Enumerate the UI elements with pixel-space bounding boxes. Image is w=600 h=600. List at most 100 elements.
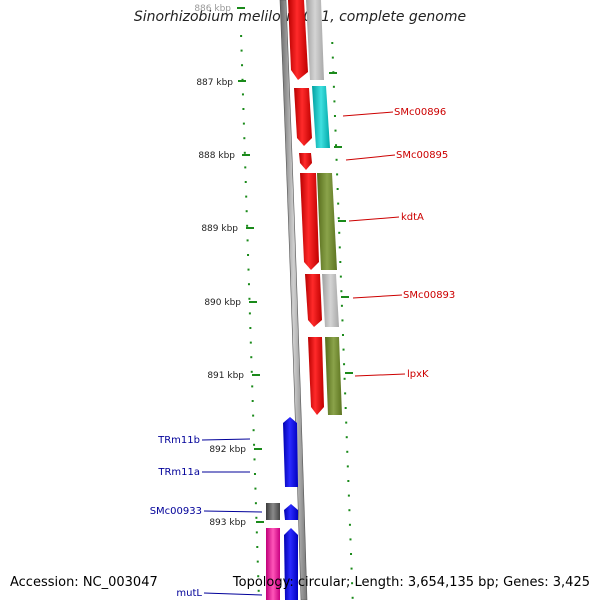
gene-label-trm11a[interactable]: TRm11a (157, 467, 200, 478)
ruler-dot (337, 217, 340, 220)
forward-gene-arrow[interactable] (294, 88, 312, 146)
ruler-dot (247, 283, 250, 286)
forward-gene-arrow[interactable] (299, 153, 312, 170)
ruler-dot (255, 531, 258, 534)
category-bar (317, 173, 337, 270)
ruler-dot (248, 312, 251, 315)
ruler-dot (254, 487, 257, 490)
ruler-dot (349, 538, 352, 541)
ruler-dot (242, 122, 245, 125)
label-leader-line (345, 154, 396, 161)
ruler-dot (251, 385, 254, 388)
gene-label-mutl[interactable]: mutL (176, 588, 202, 599)
gene-label-lpxk[interactable]: lpxK (407, 369, 429, 380)
label-leader-line (203, 592, 263, 596)
ruler-dot (347, 494, 350, 497)
ruler-dot (350, 567, 353, 570)
reverse-gene-arrow[interactable] (283, 417, 298, 487)
category-bar (266, 503, 280, 520)
ruler-dot (351, 596, 354, 599)
ruler-dot (245, 195, 248, 198)
ruler-dot (243, 151, 246, 154)
ruler-dot (333, 115, 336, 117)
ruler-dot (257, 589, 260, 592)
category-bar (322, 274, 339, 327)
tick-label: 890 kbp (204, 298, 241, 308)
tick-label: 886 kbp (194, 4, 231, 14)
ruler-dot (347, 480, 350, 482)
ruler-dot (338, 246, 341, 249)
ruler-dot (253, 473, 256, 475)
category-bar (266, 528, 280, 600)
ruler-dot (350, 553, 353, 555)
ruler-dot (247, 268, 250, 271)
ruler-dot (245, 210, 248, 213)
ruler-dot (332, 85, 335, 88)
gene-label-kdta[interactable]: kdtA (401, 212, 424, 223)
ruler-dot (346, 465, 349, 468)
ruler-dot (333, 100, 336, 103)
forward-strand-genes (288, 0, 324, 415)
ruler-dot (346, 450, 349, 453)
ruler-dot (343, 363, 346, 366)
ruler-dot (343, 377, 346, 380)
forward-gene-arrow[interactable] (308, 337, 324, 415)
forward-gene-arrow[interactable] (300, 173, 319, 270)
ruler-dot (240, 49, 243, 52)
ruler-dot (241, 93, 244, 96)
ruler-dot (256, 560, 259, 563)
ruler-dot (250, 356, 253, 359)
kbp-ticks (237, 7, 353, 523)
gene-label-smc00893[interactable]: SMc00893 (403, 290, 455, 301)
ruler-dot (334, 129, 337, 132)
reverse-gene-arrow[interactable] (284, 504, 298, 520)
ruler-dot (248, 297, 251, 300)
ruler-dot (244, 166, 247, 169)
tick-label: 892 kbp (209, 445, 246, 455)
gene-label-smc00933[interactable]: SMc00933 (150, 506, 202, 517)
ruler-dot (246, 239, 249, 242)
tick-label: 889 kbp (201, 224, 238, 234)
ruler-dot (336, 188, 339, 190)
reverse-gene-arrow[interactable] (284, 528, 298, 600)
ruler-dot (240, 35, 243, 37)
ruler-dot (337, 202, 340, 205)
ruler-dot (249, 327, 252, 329)
ruler-dot (339, 275, 342, 278)
tick-label: 888 kbp (198, 151, 235, 161)
ruler-dot (341, 334, 344, 336)
gene-label-smc00896[interactable]: SMc00896 (394, 107, 446, 118)
ruler-dot (331, 56, 334, 59)
ruler-dot (344, 392, 347, 395)
ruler-dot (339, 261, 342, 263)
category-bar (312, 86, 330, 148)
ruler-dot (250, 370, 253, 373)
ruler-dot (253, 443, 256, 446)
ruler-dot (351, 582, 354, 585)
forward-gene-arrow[interactable] (288, 0, 308, 80)
chromosome-backbone (279, 0, 308, 600)
ruler-dot (340, 304, 343, 307)
ruler-dot (249, 341, 252, 344)
ruler-dot (338, 231, 341, 234)
ruler-dot (252, 429, 255, 432)
label-leader-line (354, 373, 406, 377)
ruler-dot (247, 254, 250, 256)
forward-gene-arrow[interactable] (305, 274, 322, 327)
ruler-dot (336, 173, 339, 176)
ruler-dot (241, 78, 244, 81)
category-bar (325, 337, 342, 415)
reverse-strand-genes (283, 417, 298, 600)
ruler-dot (254, 502, 257, 505)
gene-label-smc00895[interactable]: SMc00895 (396, 150, 448, 161)
ruler-dot (242, 108, 245, 110)
label-leader-line (342, 111, 394, 117)
ruler-dot (241, 64, 244, 67)
gene-label-trm11b[interactable]: TRm11b (157, 435, 200, 446)
ruler-dot (342, 348, 345, 351)
reverse-category-bars (266, 503, 280, 600)
ruler-dot (253, 458, 256, 461)
accession-label: Accession: NC_003047 (10, 575, 158, 590)
ruler-dot (256, 546, 259, 548)
